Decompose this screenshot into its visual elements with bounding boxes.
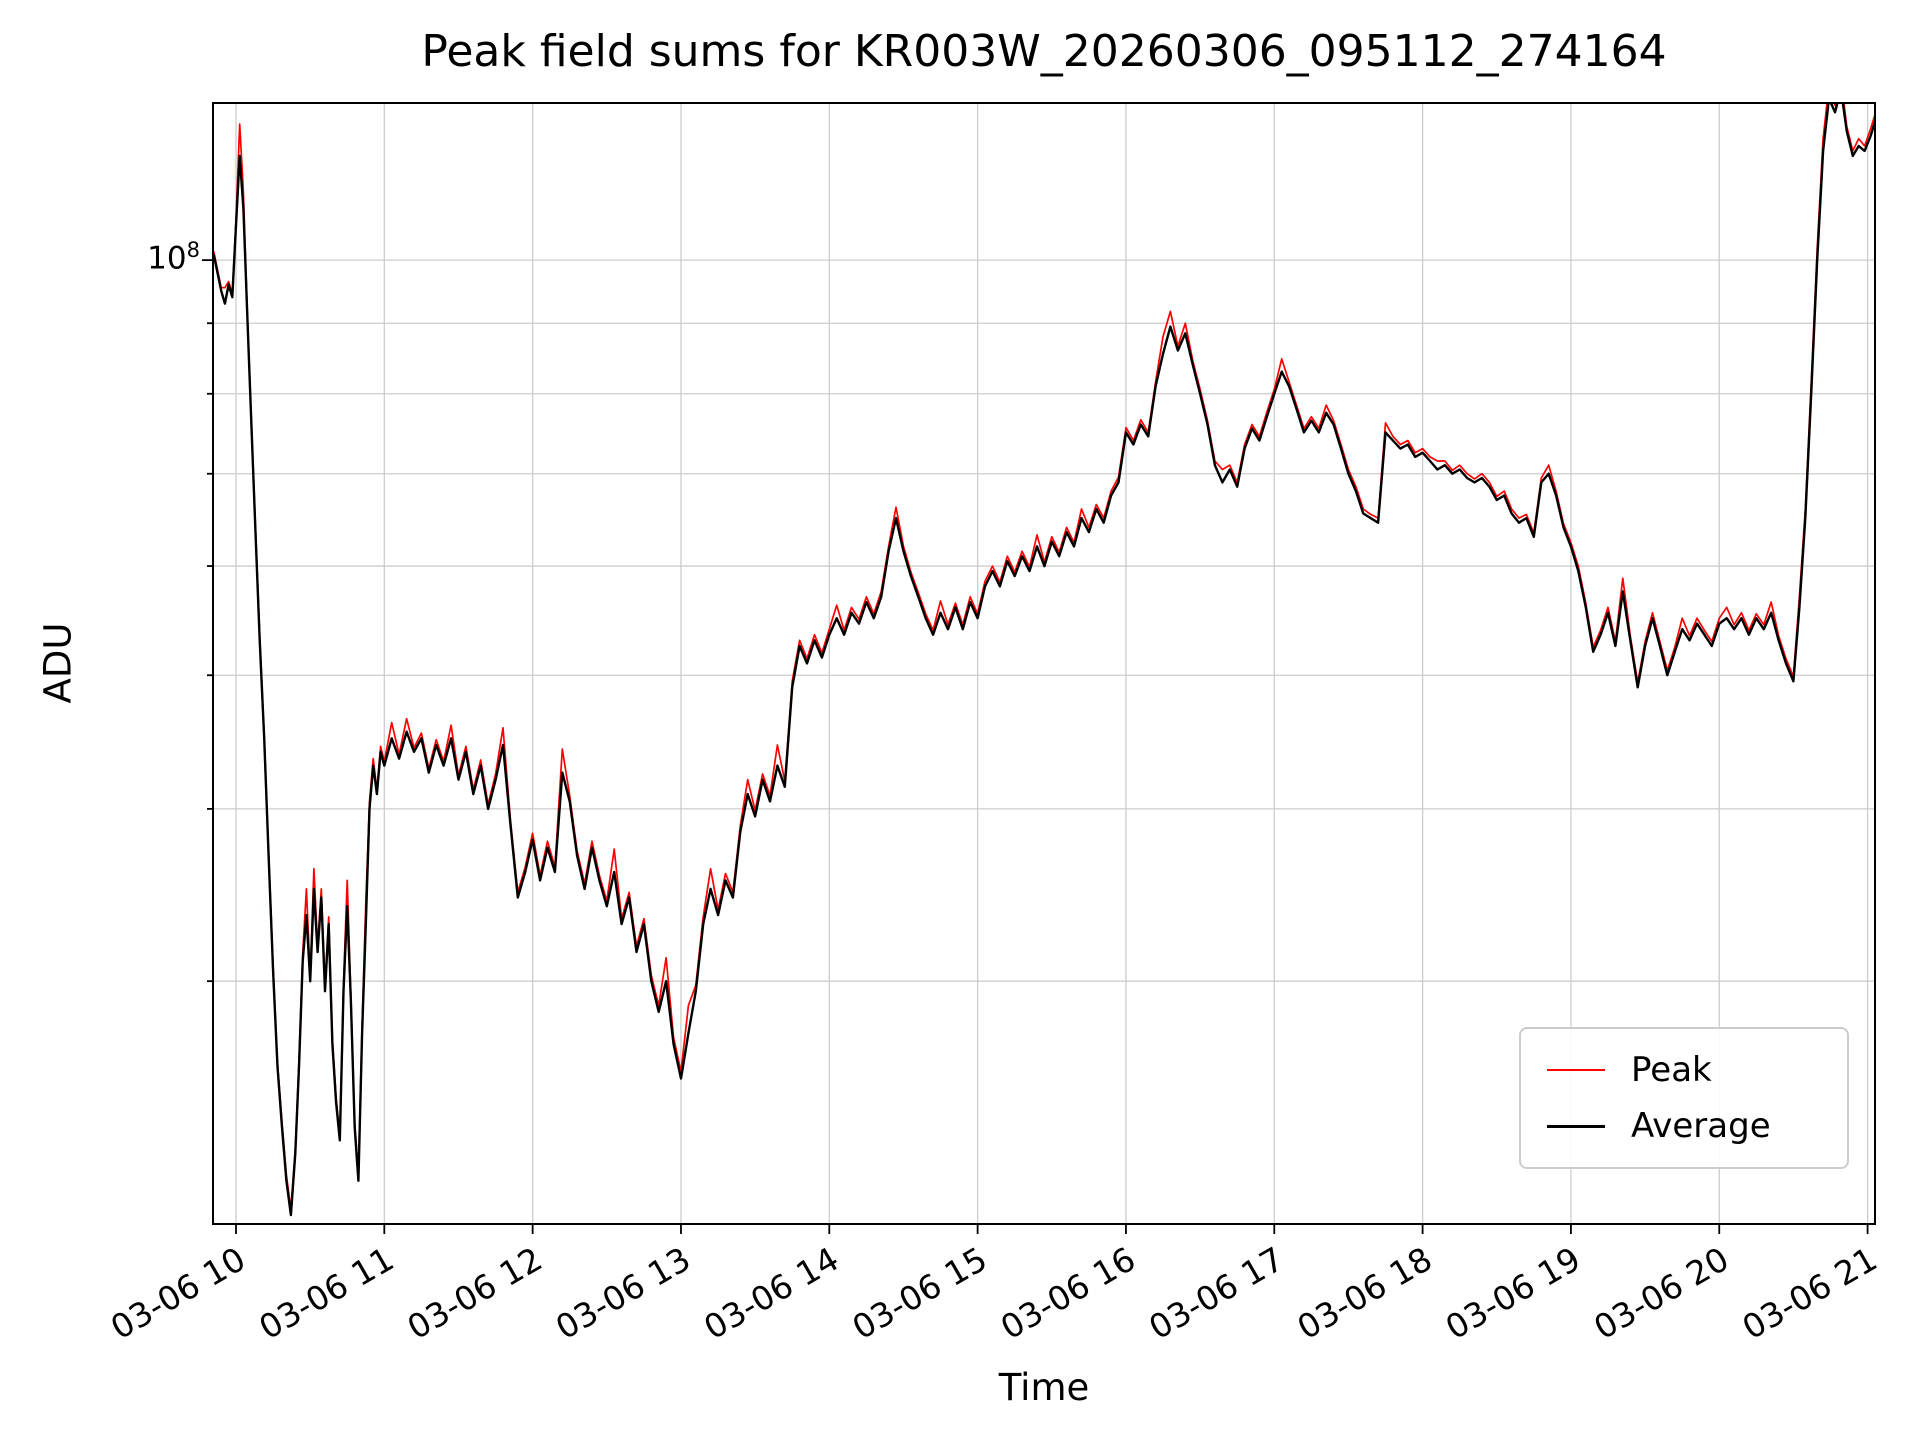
x-tick-label: 03-06 15 bbox=[846, 1239, 994, 1347]
legend-entry-peak: Peak bbox=[1547, 1047, 1821, 1093]
ticks bbox=[202, 259, 1869, 1234]
chart-title: Peak field sums for KR003W_20260306_0951… bbox=[421, 26, 1667, 77]
x-tick-label: 03-06 19 bbox=[1439, 1239, 1587, 1347]
series-group bbox=[213, 103, 1875, 1217]
legend-label-peak: Peak bbox=[1631, 1050, 1712, 1090]
legend-label-average: Average bbox=[1631, 1106, 1771, 1146]
x-tick-label: 03-06 11 bbox=[252, 1239, 400, 1347]
x-tick-label: 03-06 18 bbox=[1291, 1239, 1439, 1347]
x-tick-label: 03-06 16 bbox=[994, 1239, 1142, 1347]
x-tick-label: 03-06 17 bbox=[1142, 1239, 1290, 1347]
x-tick-label: 03-06 20 bbox=[1587, 1239, 1735, 1347]
x-tick-label: 03-06 13 bbox=[549, 1239, 697, 1347]
x-tick-label: 03-06 21 bbox=[1736, 1239, 1884, 1347]
y-axis-major-tick-label: 108 bbox=[0, 238, 200, 276]
plot-border bbox=[212, 102, 1876, 1225]
x-tick-label: 03-06 14 bbox=[697, 1239, 845, 1347]
legend: Peak Average bbox=[1519, 1027, 1849, 1169]
x-axis-label: Time bbox=[998, 1366, 1090, 1409]
x-tick-label: 03-06 10 bbox=[104, 1239, 252, 1347]
average-line-sample bbox=[1547, 1124, 1605, 1128]
legend-entry-average: Average bbox=[1547, 1103, 1821, 1149]
y-axis-label: ADU bbox=[36, 622, 80, 704]
x-tick-labels: 03-06 10 03-06 11 03-06 12 03-06 13 03-06 14… bbox=[104, 1239, 1884, 1347]
grid bbox=[213, 103, 1875, 1224]
series-average-line bbox=[213, 103, 1875, 1217]
y-tick-exponent: 8 bbox=[186, 238, 200, 262]
x-tick-label: 03-06 12 bbox=[401, 1239, 549, 1347]
y-tick-base: 10 bbox=[147, 240, 187, 277]
peak-line-sample bbox=[1547, 1069, 1605, 1071]
